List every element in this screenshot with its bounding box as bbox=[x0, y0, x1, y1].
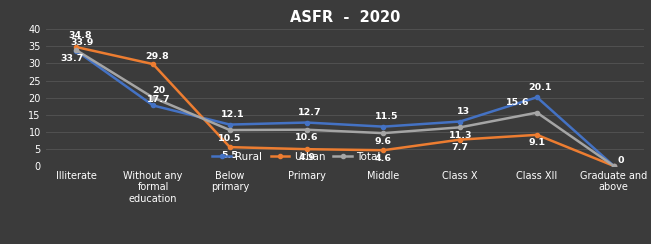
Text: 11.5: 11.5 bbox=[374, 112, 398, 121]
Total bbox=[380, 132, 387, 135]
Total bbox=[610, 164, 618, 167]
Title: ASFR  -  2020: ASFR - 2020 bbox=[290, 10, 400, 25]
Line: Urban: Urban bbox=[74, 45, 616, 168]
Text: 33.9: 33.9 bbox=[70, 38, 94, 47]
Rural bbox=[533, 96, 541, 99]
Text: 4.9: 4.9 bbox=[298, 153, 315, 162]
Text: 9.6: 9.6 bbox=[375, 137, 392, 146]
Text: 34.8: 34.8 bbox=[68, 31, 92, 40]
Total bbox=[72, 49, 80, 51]
Text: 17.7: 17.7 bbox=[147, 95, 171, 104]
Text: 10.5: 10.5 bbox=[218, 133, 242, 142]
Urban bbox=[149, 63, 157, 66]
Text: 33.7: 33.7 bbox=[61, 54, 84, 63]
Rural bbox=[72, 49, 80, 52]
Rural bbox=[303, 121, 311, 124]
Text: 0: 0 bbox=[617, 155, 624, 164]
Line: Total: Total bbox=[74, 48, 616, 168]
Legend: Rural, Urban, Total: Rural, Urban, Total bbox=[212, 152, 381, 162]
Text: 13: 13 bbox=[456, 107, 469, 116]
Text: 5.5: 5.5 bbox=[221, 151, 238, 160]
Text: 12.7: 12.7 bbox=[298, 108, 321, 117]
Total bbox=[303, 128, 311, 131]
Text: 12.1: 12.1 bbox=[221, 110, 244, 119]
Rural bbox=[149, 104, 157, 107]
Text: 10.6: 10.6 bbox=[295, 133, 318, 142]
Rural bbox=[380, 125, 387, 128]
Text: 11.3: 11.3 bbox=[449, 131, 472, 140]
Total bbox=[226, 129, 234, 132]
Urban bbox=[303, 148, 311, 151]
Total bbox=[456, 126, 464, 129]
Text: 20.1: 20.1 bbox=[528, 83, 551, 92]
Text: 29.8: 29.8 bbox=[145, 52, 169, 61]
Total bbox=[533, 111, 541, 114]
Text: 9.1: 9.1 bbox=[529, 138, 546, 147]
Urban bbox=[533, 133, 541, 136]
Urban bbox=[456, 138, 464, 141]
Text: 4.6: 4.6 bbox=[375, 154, 392, 163]
Urban bbox=[380, 149, 387, 152]
Rural bbox=[226, 123, 234, 126]
Text: 15.6: 15.6 bbox=[506, 98, 529, 107]
Rural bbox=[456, 120, 464, 123]
Urban bbox=[72, 46, 80, 49]
Rural bbox=[610, 164, 618, 167]
Urban bbox=[226, 146, 234, 149]
Line: Rural: Rural bbox=[74, 49, 616, 168]
Text: 20: 20 bbox=[152, 86, 165, 95]
Text: 7.7: 7.7 bbox=[452, 143, 469, 152]
Total bbox=[149, 96, 157, 99]
Urban bbox=[610, 164, 618, 167]
